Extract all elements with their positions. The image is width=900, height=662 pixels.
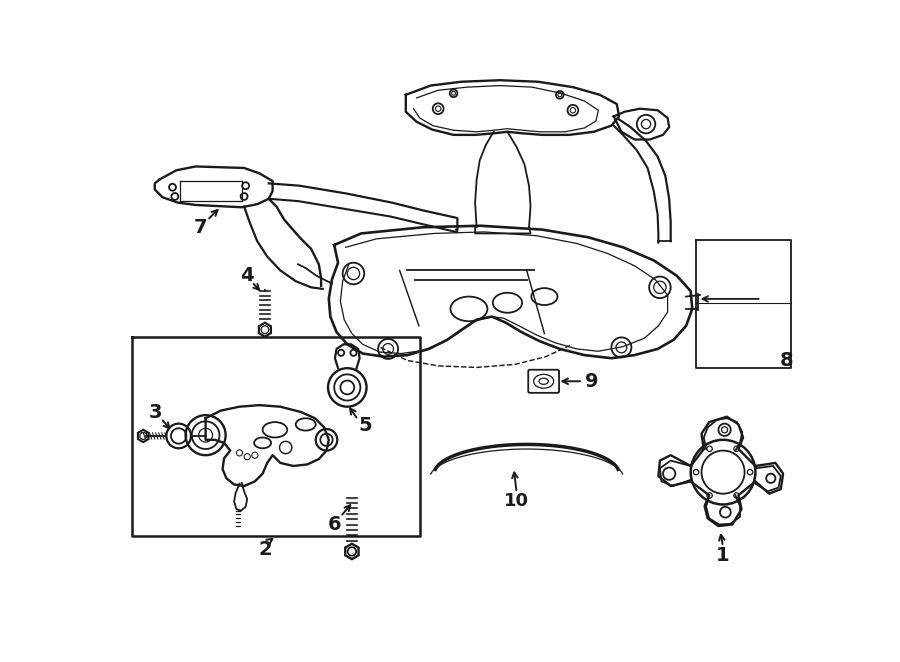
Text: 2: 2 [259, 540, 273, 559]
Text: 10: 10 [504, 493, 529, 510]
Text: 5: 5 [358, 416, 372, 436]
Text: 7: 7 [194, 218, 208, 237]
Text: 9: 9 [585, 372, 598, 391]
Text: 6: 6 [328, 515, 341, 534]
Text: 4: 4 [240, 266, 254, 285]
Text: 8: 8 [779, 351, 793, 370]
Text: 1: 1 [716, 545, 730, 565]
Text: 3: 3 [148, 402, 162, 422]
